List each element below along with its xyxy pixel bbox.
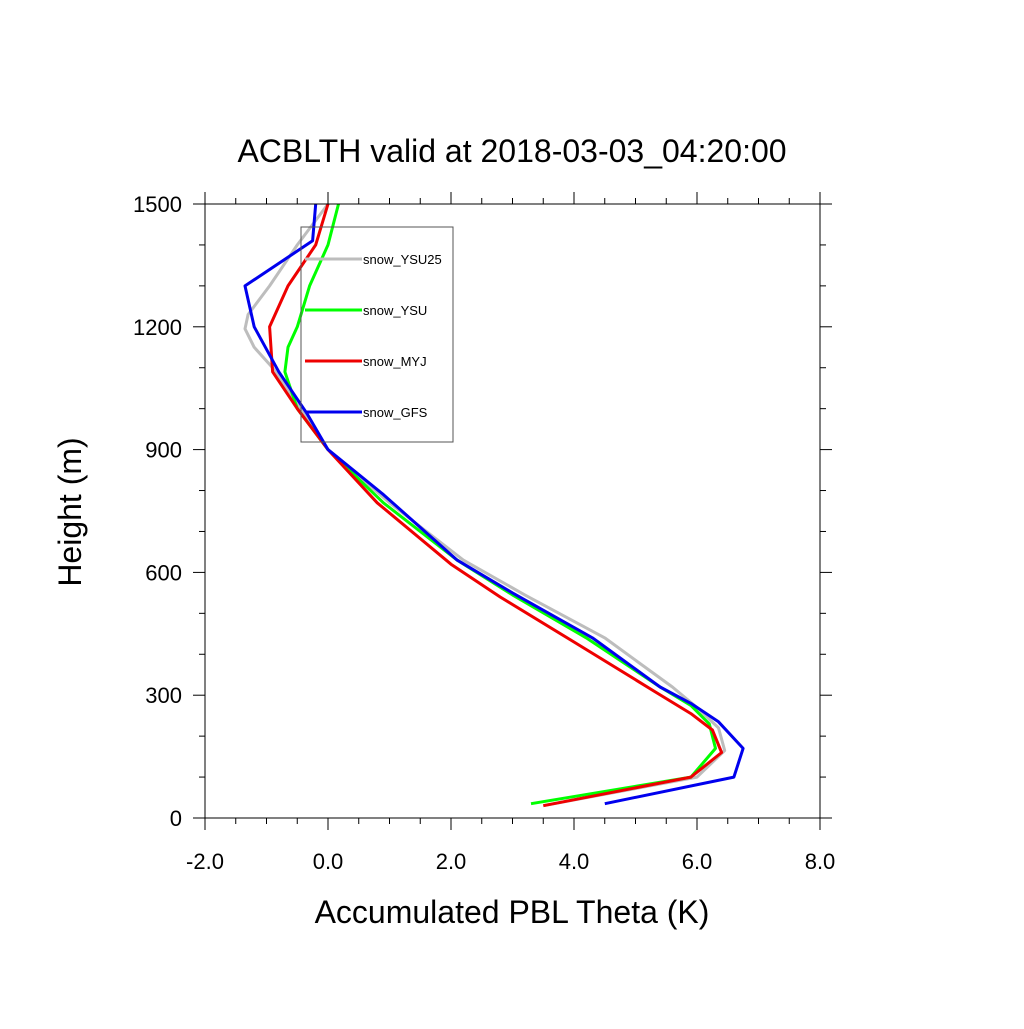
y-tick-label: 300 bbox=[145, 683, 182, 708]
x-tick-label: 4.0 bbox=[559, 849, 590, 874]
chart-title: ACBLTH valid at 2018-03-03_04:20:00 bbox=[237, 133, 786, 169]
y-tick-label: 1200 bbox=[133, 315, 182, 340]
y-tick-label: 900 bbox=[145, 438, 182, 463]
x-axis-label: Accumulated PBL Theta (K) bbox=[315, 894, 710, 930]
series-lines bbox=[243, 203, 745, 808]
series-line-snow-myj bbox=[268, 203, 724, 808]
series-line-snow-gfs bbox=[243, 203, 745, 806]
series-line-snow-ysu25 bbox=[243, 203, 727, 808]
series-line-snow-ysu bbox=[283, 203, 717, 806]
x-tick-label: 6.0 bbox=[682, 849, 713, 874]
y-tick-label: 600 bbox=[145, 560, 182, 585]
y-tick-label: 0 bbox=[170, 806, 182, 831]
x-tick-label: -2.0 bbox=[186, 849, 224, 874]
y-tick-label: 1500 bbox=[133, 192, 182, 217]
y-axis-label: Height (m) bbox=[52, 437, 88, 586]
legend: snow_YSU25 snow_YSU snow_MYJ snow_GFS bbox=[300, 226, 454, 443]
x-tick-label: 8.0 bbox=[805, 849, 836, 874]
legend-label: snow_MYJ bbox=[363, 354, 427, 369]
axis-ticks: -2.0 0.0 2.0 4.0 6.0 8.0 0 300 600 900 1200 1500 bbox=[133, 192, 835, 874]
legend-label: snow_YSU25 bbox=[363, 252, 442, 267]
legend-box bbox=[300, 226, 454, 443]
x-tick-label: 0.0 bbox=[313, 849, 344, 874]
legend-label: snow_YSU bbox=[363, 303, 427, 318]
x-tick-label: 2.0 bbox=[436, 849, 467, 874]
legend-label: snow_GFS bbox=[363, 405, 428, 420]
plot-frame bbox=[204, 203, 821, 819]
